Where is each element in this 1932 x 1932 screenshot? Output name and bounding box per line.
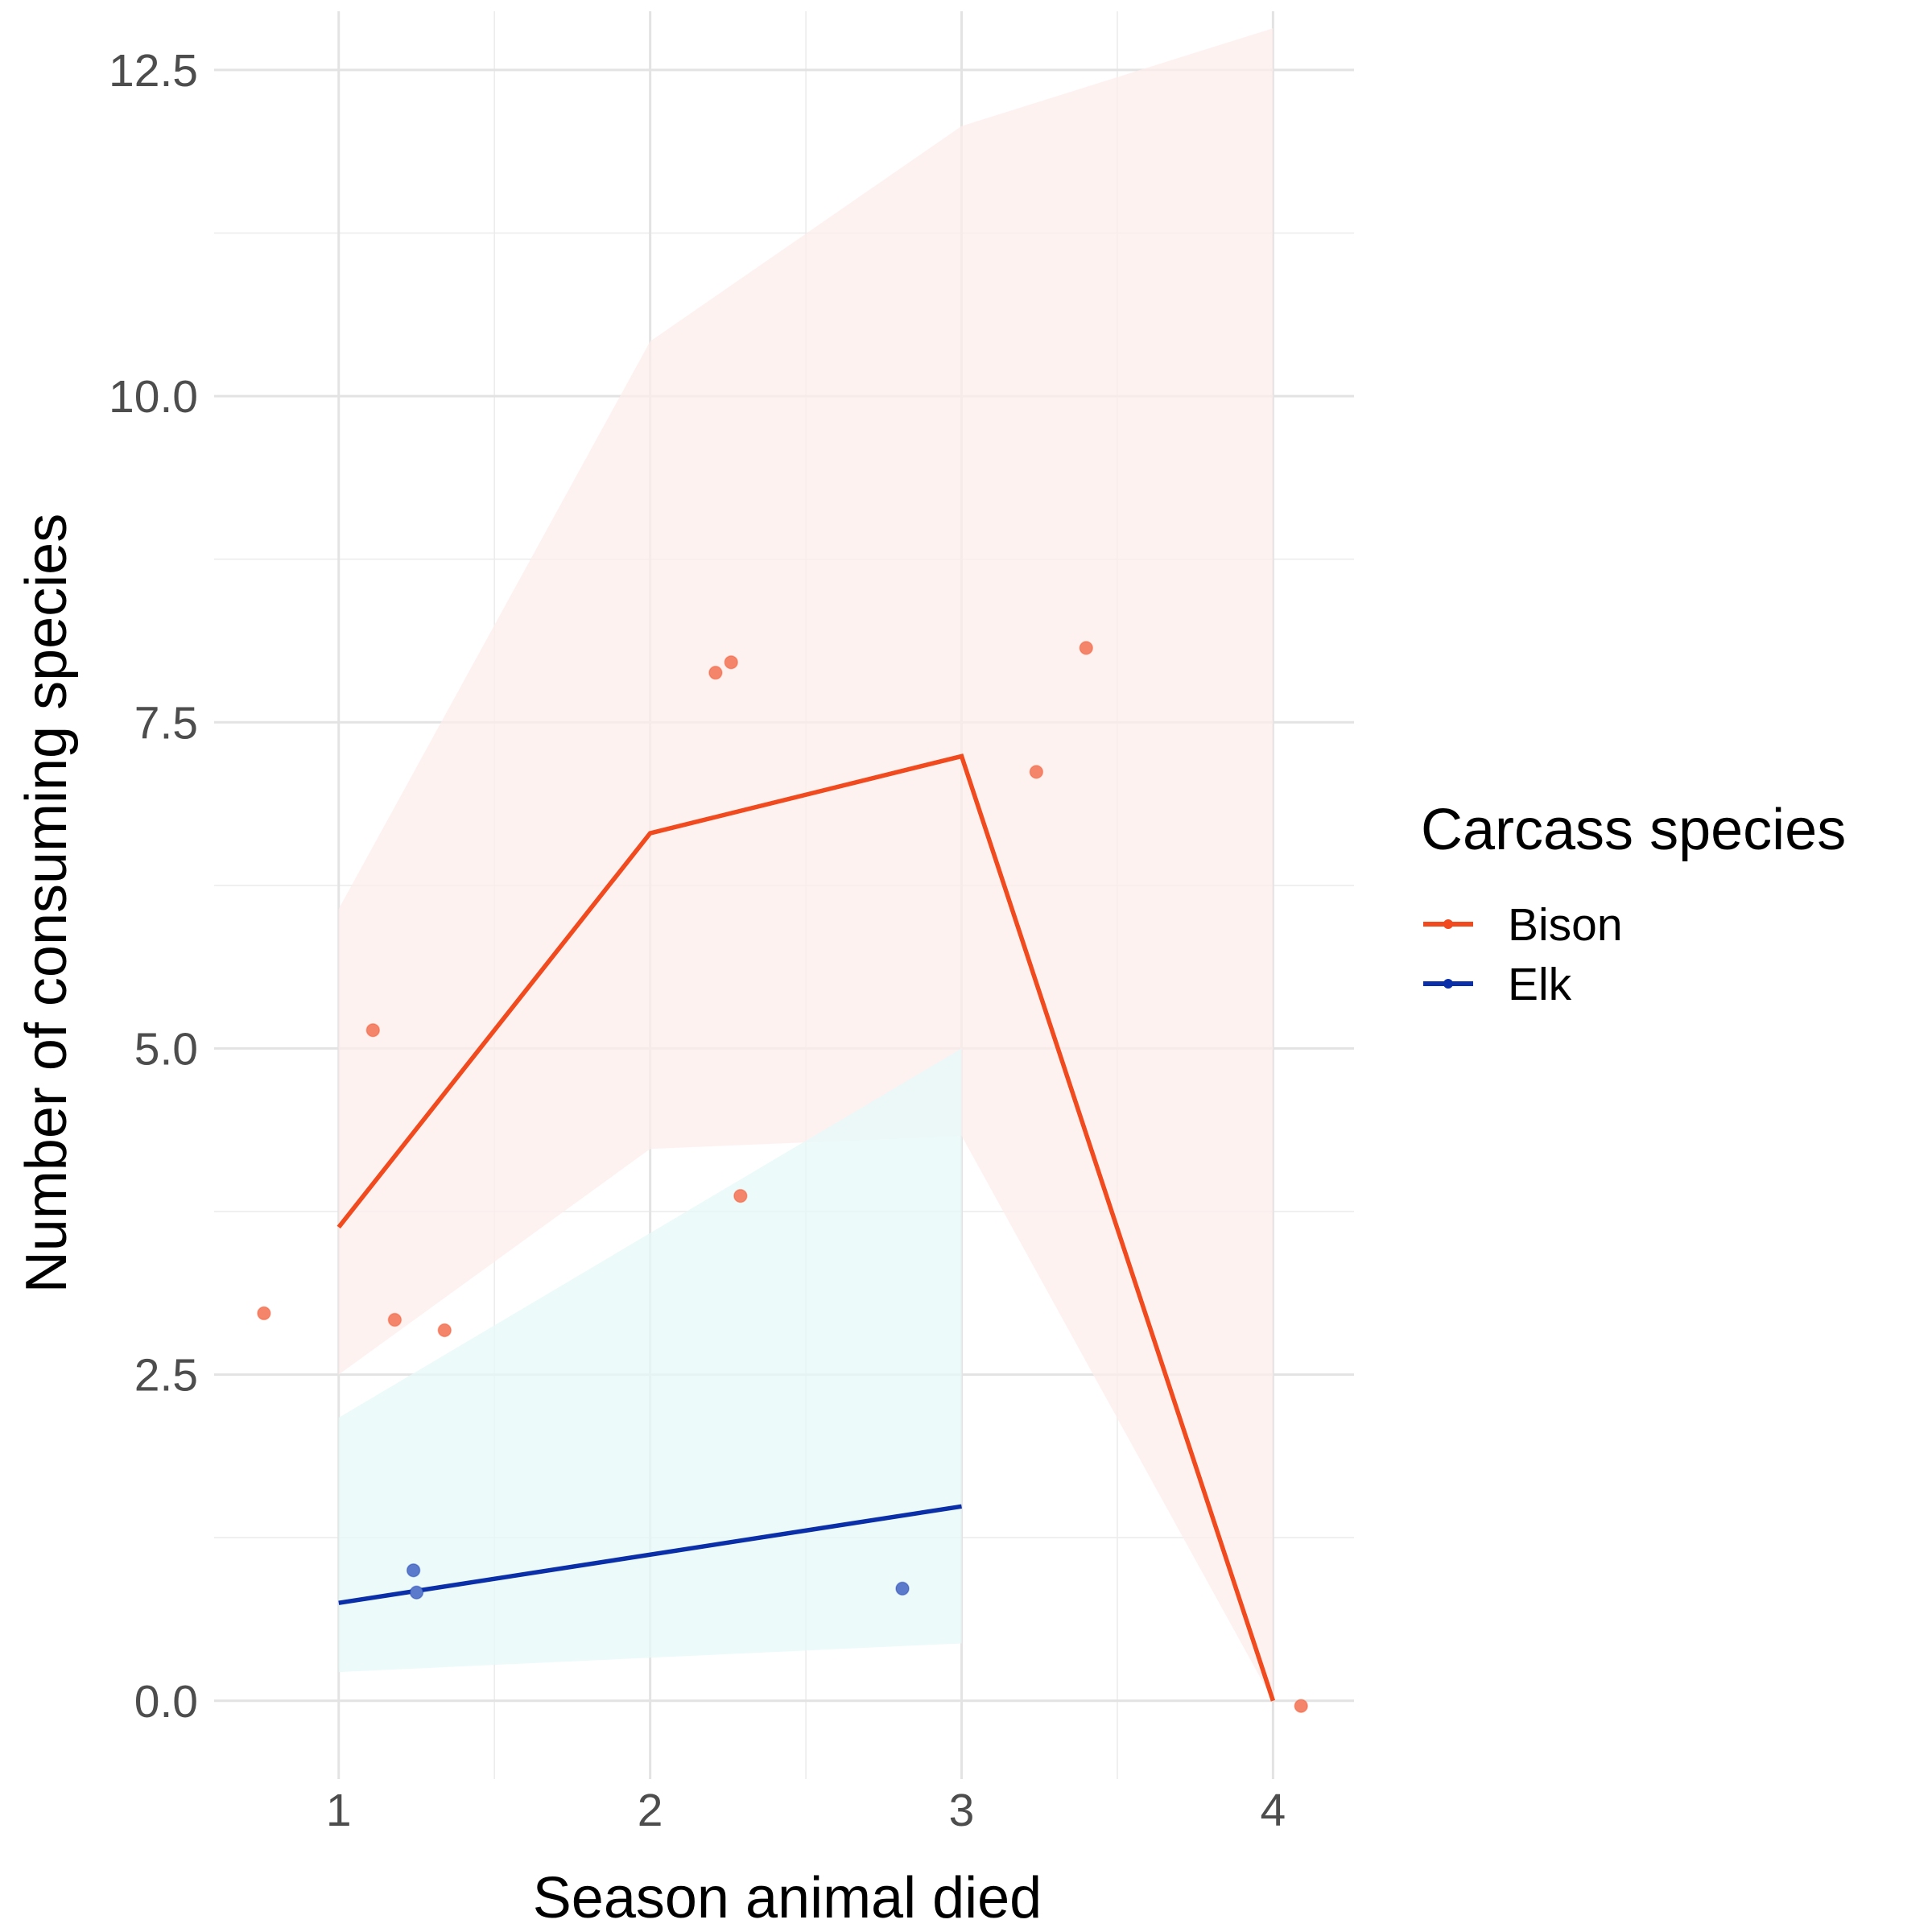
- point-bison: [1029, 765, 1044, 779]
- y-tick-label: 7.5: [134, 697, 198, 749]
- point-layer: [257, 641, 1308, 1713]
- point-bison: [733, 1188, 748, 1203]
- y-tick-label: 0.0: [134, 1676, 198, 1728]
- point-bison: [708, 665, 723, 680]
- ribbon-bison: [338, 28, 1274, 1701]
- line-elk: [338, 1504, 962, 1605]
- point-bison: [387, 1312, 402, 1327]
- line-layer: [336, 753, 1276, 1702]
- legend-label-elk: Elk: [1508, 959, 1572, 1010]
- legend-label-bison: Bison: [1508, 899, 1623, 951]
- legend-item-bison: Bison: [1423, 899, 1623, 951]
- axis-layer: 1 2 3 4 0.0 2.5 5.0 7.5 10.0 12.5: [109, 45, 1286, 1836]
- y-tick-label: 12.5: [109, 45, 198, 97]
- legend-item-elk: Elk: [1423, 959, 1572, 1010]
- legend-title: Carcass species: [1421, 798, 1846, 862]
- x-axis-title: Season animal died: [533, 1866, 1042, 1930]
- point-elk: [895, 1581, 910, 1596]
- x-tick-label: 1: [326, 1785, 352, 1836]
- ribbon-elk: [338, 1048, 962, 1673]
- point-elk: [409, 1585, 424, 1600]
- line-bison: [336, 753, 1276, 1702]
- legend-key-point-bison: [1443, 919, 1453, 929]
- y-tick-label: 5.0: [134, 1023, 198, 1075]
- x-tick-label: 2: [638, 1785, 663, 1836]
- point-bison: [437, 1323, 452, 1338]
- point-elk: [406, 1563, 421, 1578]
- point-bison: [724, 654, 738, 670]
- legend: Carcass species Bison Elk: [1421, 798, 1846, 1010]
- y-axis-title: Number of consuming species: [14, 514, 79, 1293]
- x-tick-label: 4: [1261, 1785, 1286, 1836]
- y-tick-label: 10.0: [109, 371, 198, 423]
- point-bison: [1079, 641, 1094, 655]
- x-tick-label: 3: [949, 1785, 975, 1836]
- ribbon-layer: [338, 28, 1274, 1701]
- point-bison: [365, 1022, 381, 1038]
- y-tick-label: 2.5: [134, 1350, 198, 1402]
- legend-key-point-elk: [1443, 979, 1453, 989]
- point-bison: [257, 1306, 271, 1321]
- point-bison: [1294, 1699, 1308, 1713]
